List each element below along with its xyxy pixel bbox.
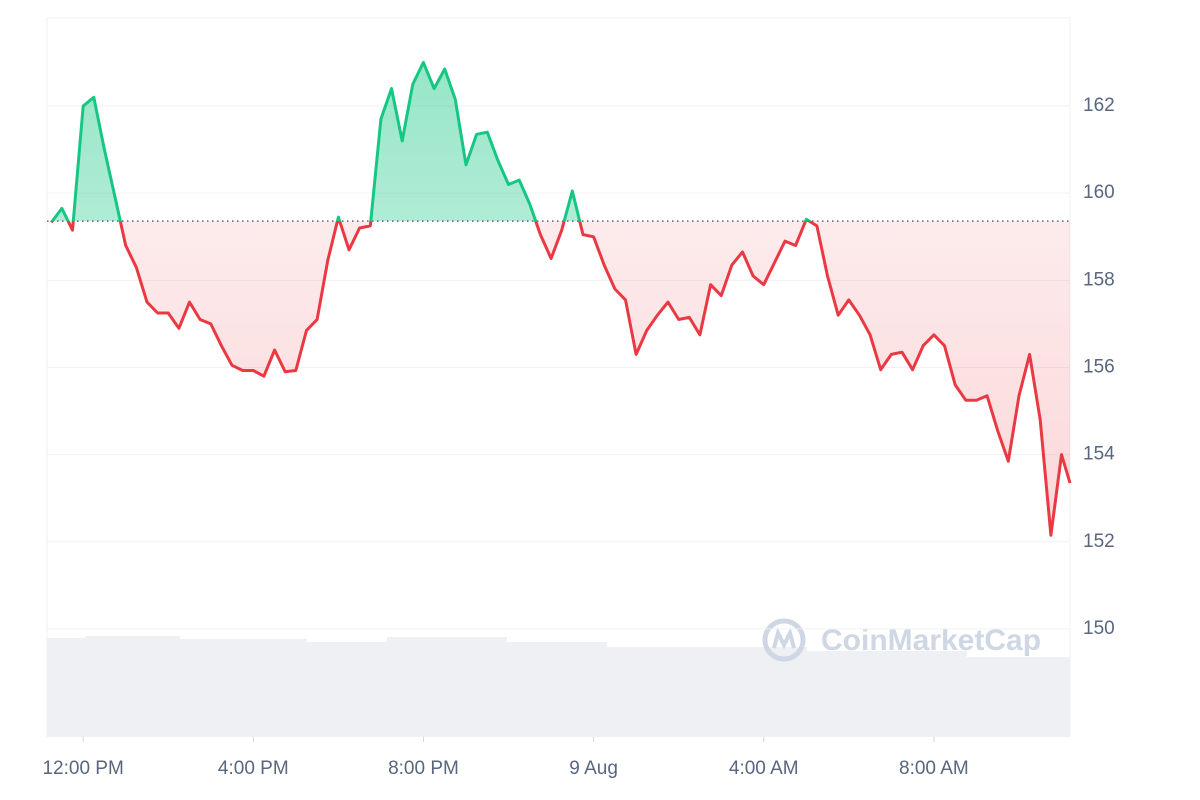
y-tick-label: 154 <box>1083 444 1115 465</box>
y-tick-label: 156 <box>1083 356 1115 377</box>
y-tick-label: 152 <box>1083 531 1115 552</box>
x-tick-label: 8:00 AM <box>899 758 969 779</box>
area-down <box>51 221 1070 536</box>
x-tick-label: 4:00 AM <box>729 758 799 779</box>
y-tick-label: 158 <box>1083 269 1115 290</box>
x-tick-label: 8:00 PM <box>388 758 459 779</box>
y-tick-label: 160 <box>1083 182 1115 203</box>
y-tick-label: 150 <box>1083 618 1115 639</box>
price-line-down <box>50 221 1072 537</box>
y-tick-label: 162 <box>1083 95 1115 116</box>
x-tick-label: 4:00 PM <box>218 758 289 779</box>
volume-band <box>47 636 1070 737</box>
x-tick-label: 12:00 PM <box>42 758 123 779</box>
x-tick-label: 9 Aug <box>569 758 618 779</box>
